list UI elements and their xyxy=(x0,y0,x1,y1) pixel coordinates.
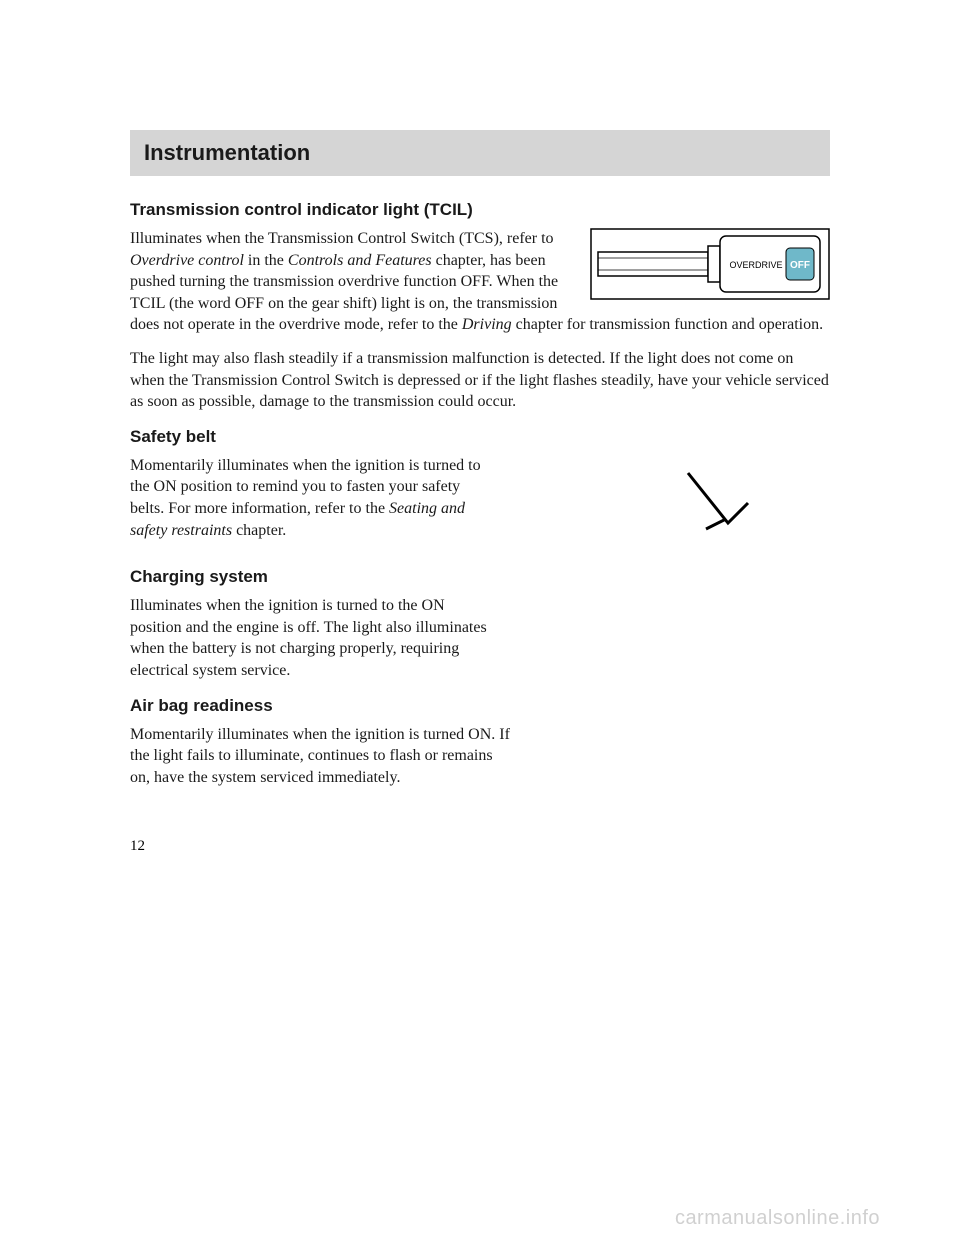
seatbelt-illustration xyxy=(670,455,830,540)
overdrive-icon: OVERDRIVE OFF xyxy=(590,228,830,300)
overdrive-illustration: OVERDRIVE OFF xyxy=(590,228,830,305)
heading-tcil: Transmission control indicator light (TC… xyxy=(130,200,830,220)
heading-charging: Charging system xyxy=(130,567,830,587)
italic-text: Overdrive control xyxy=(130,252,244,269)
chapter-header: Instrumentation xyxy=(130,130,830,176)
italic-text: Driving xyxy=(462,316,512,333)
manual-page: Instrumentation Transmission control ind… xyxy=(0,0,960,915)
charging-para: Illuminates when the ignition is turned … xyxy=(130,595,490,681)
watermark: carmanualsonline.info xyxy=(675,1207,880,1230)
heading-airbag: Air bag readiness xyxy=(130,696,830,716)
italic-text: Controls and Features xyxy=(288,252,432,269)
page-number: 12 xyxy=(130,838,830,855)
off-label: OFF xyxy=(790,260,810,271)
heading-safety-belt: Safety belt xyxy=(130,427,830,447)
tcil-para2: The light may also flash steadily if a t… xyxy=(130,348,830,413)
text: in the xyxy=(244,252,288,269)
tcil-block: OVERDRIVE OFF Illuminates when the Trans… xyxy=(130,228,830,348)
safety-belt-block: Momentarily illuminates when the ignitio… xyxy=(130,455,830,553)
safety-belt-para: Momentarily illuminates when the ignitio… xyxy=(130,455,490,541)
text: chapter for transmission function and op… xyxy=(512,316,823,333)
seatbelt-icon xyxy=(670,465,760,535)
text: chapter. xyxy=(232,522,286,539)
overdrive-label: OVERDRIVE xyxy=(729,260,782,270)
airbag-para: Momentarily illuminates when the ignitio… xyxy=(130,724,510,789)
text: Illuminates when the Transmission Contro… xyxy=(130,230,554,247)
chapter-title: Instrumentation xyxy=(144,140,816,166)
